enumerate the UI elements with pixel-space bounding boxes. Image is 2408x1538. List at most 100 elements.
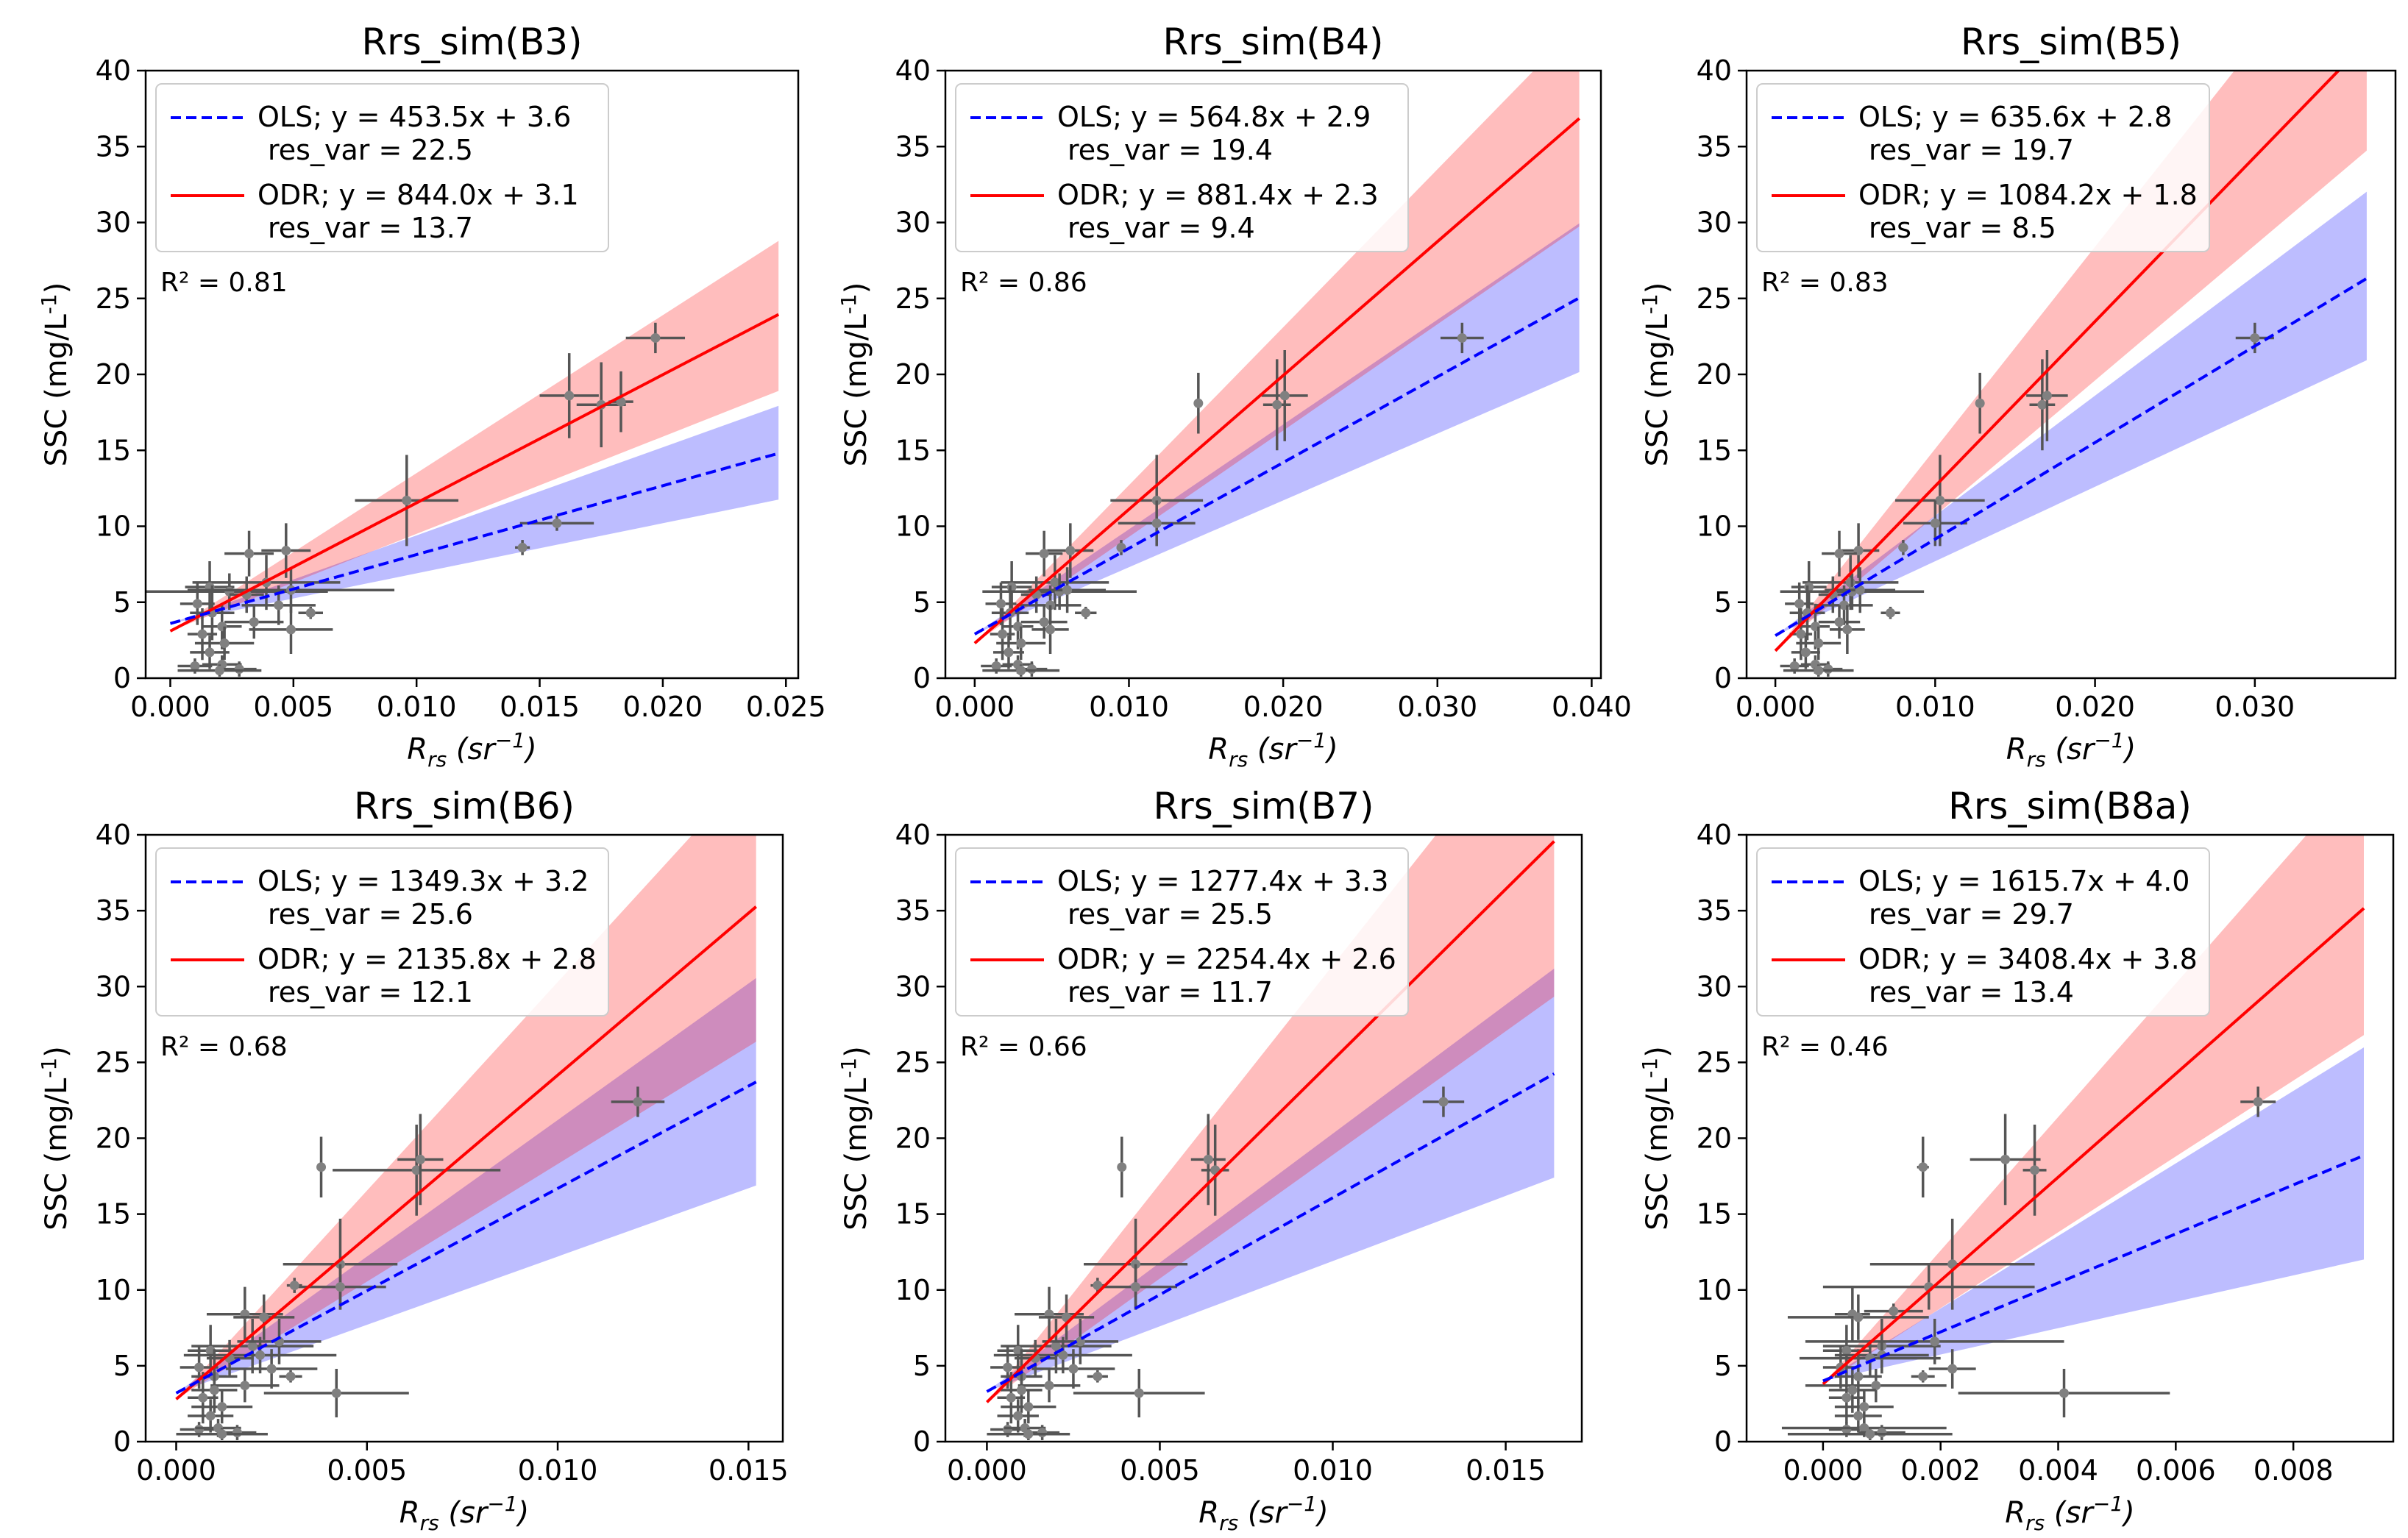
point-marker	[198, 1392, 208, 1403]
ols-legend-equation: OLS; y = 1349.3x + 3.2	[258, 865, 589, 897]
point-marker	[1930, 1336, 1940, 1347]
data-point	[1787, 1294, 1929, 1340]
y-tick-label: 0	[1714, 662, 1732, 694]
r-squared-label: R² = 0.86	[960, 268, 1087, 298]
point-marker	[1023, 1429, 1034, 1439]
point-marker	[1058, 1350, 1068, 1360]
point-marker	[517, 542, 528, 552]
y-tick-label: 10	[1697, 1274, 1732, 1306]
point-marker	[255, 1350, 266, 1360]
point-marker	[415, 1154, 425, 1164]
data-point	[1928, 1349, 1976, 1389]
point-marker	[1438, 1097, 1449, 1107]
y-tick-label: 25	[895, 282, 931, 315]
point-marker	[205, 1345, 216, 1356]
point-marker	[564, 391, 575, 401]
legend-box	[955, 847, 1409, 1017]
point-marker	[289, 1281, 299, 1291]
data-point	[1117, 1136, 1127, 1197]
point-marker	[194, 1362, 205, 1373]
y-tick-label: 35	[96, 130, 131, 163]
x-tick-label: 0.015	[500, 691, 580, 723]
r-squared-label: R² = 0.81	[160, 268, 288, 298]
data-point	[1262, 359, 1291, 451]
point-marker	[1062, 585, 1073, 595]
y-tick-label: 5	[1714, 586, 1732, 619]
x-axis-label: Rrs (sr−1)	[1198, 1492, 1328, 1535]
data-point	[1785, 582, 1814, 625]
data-point	[1970, 1114, 2041, 1206]
y-tick-label: 15	[1697, 434, 1732, 466]
odr-legend-res-var: res_var = 9.4	[1068, 212, 1255, 244]
y-tick-label: 30	[895, 207, 931, 239]
odr-confidence-band	[170, 241, 779, 631]
x-tick-label: 0.030	[1397, 691, 1477, 723]
x-tick-label: 0.040	[1552, 691, 1632, 723]
data-point	[1031, 605, 1069, 654]
y-tick-label: 5	[913, 1350, 931, 1382]
data-point	[996, 626, 1046, 661]
r-squared-label: R² = 0.68	[160, 1032, 288, 1062]
point-marker	[205, 1411, 216, 1421]
data-point	[180, 582, 215, 625]
y-axis-label: SSC (mg/L-1)	[837, 1046, 873, 1231]
point-marker	[209, 1385, 219, 1395]
data-point	[397, 1114, 444, 1206]
odr-legend-equation: ODR; y = 3408.4x + 3.8	[1858, 943, 2198, 975]
point-marker	[1794, 599, 1805, 609]
point-marker	[1871, 1381, 1881, 1391]
y-tick-label: 20	[96, 358, 131, 391]
y-tick-label: 5	[1714, 1350, 1732, 1382]
ols-fit-line	[1775, 277, 2368, 637]
data-point	[316, 1136, 327, 1197]
point-marker	[1853, 1411, 1864, 1421]
y-tick-label: 35	[1697, 894, 1732, 927]
ols-legend-equation: OLS; y = 1277.4x + 3.3	[1057, 865, 1388, 897]
ols-legend-equation: OLS; y = 635.6x + 2.8	[1858, 101, 2172, 133]
data-point	[625, 322, 686, 354]
y-tick-label: 20	[1697, 358, 1732, 391]
data-point	[183, 1336, 337, 1374]
y-axis-label: SSC (mg/L-1)	[837, 282, 873, 467]
chart-panel-5: 0 5 10 15 20 25 30 35 40 0.000 0.005 0.010 0.015 Rrs_…	[837, 785, 1583, 1535]
data-point	[1783, 664, 1854, 677]
x-tick-label: 0.000	[934, 691, 1015, 723]
data-point	[249, 605, 333, 654]
point-marker	[192, 599, 202, 609]
y-tick-label: 35	[96, 894, 131, 927]
data-point	[355, 455, 459, 547]
data-point	[1828, 1367, 1876, 1413]
point-marker	[1093, 1281, 1103, 1291]
data-point	[233, 1294, 295, 1340]
odr-legend-equation: ODR; y = 2254.4x + 2.6	[1057, 943, 1396, 975]
ols-fit-line	[986, 1072, 1555, 1393]
data-point	[993, 1336, 1132, 1374]
point-marker	[1193, 398, 1204, 408]
data-point	[1917, 1136, 1929, 1197]
point-marker	[240, 1381, 250, 1391]
point-marker	[1003, 1362, 1013, 1373]
point-marker	[1796, 629, 1806, 639]
plot-area	[986, 835, 1555, 1440]
ols-fit-line	[1822, 1154, 2365, 1383]
plot-area	[175, 835, 757, 1440]
r-squared-label: R² = 0.66	[960, 1032, 1087, 1062]
odr-legend-res-var: res_var = 13.7	[268, 212, 473, 244]
data-point	[1090, 1278, 1105, 1293]
point-marker	[1050, 577, 1060, 588]
point-marker	[1789, 661, 1800, 671]
y-tick-label: 40	[1697, 54, 1732, 87]
point-marker	[219, 638, 230, 649]
point-marker	[1859, 1423, 1869, 1433]
point-marker	[1889, 1306, 1899, 1317]
point-marker	[249, 617, 259, 627]
y-tick-label: 40	[895, 819, 931, 851]
y-tick-label: 30	[96, 207, 131, 239]
y-tick-label: 10	[895, 1274, 931, 1306]
legend-box	[155, 83, 609, 252]
odr-fit-line	[1822, 907, 2365, 1386]
data-point	[1975, 372, 1985, 434]
data-point	[1805, 1318, 2064, 1364]
